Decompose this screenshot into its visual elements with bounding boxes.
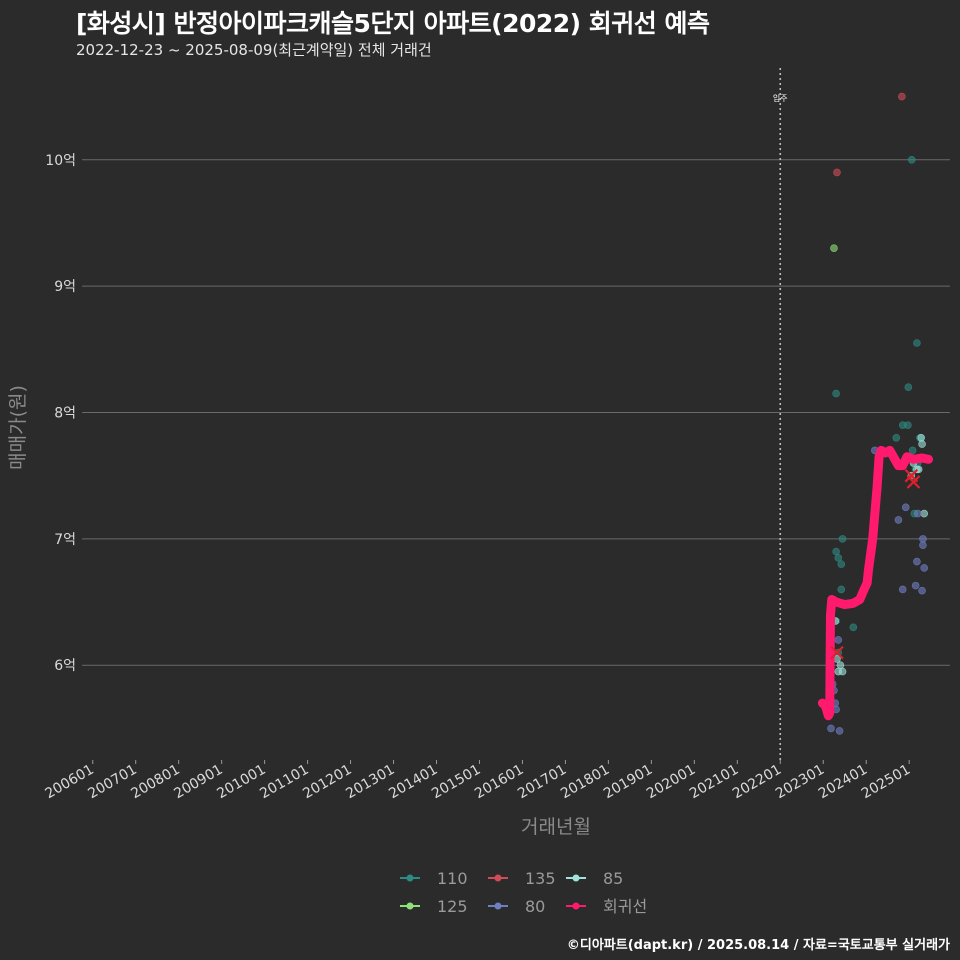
legend-label: 110 — [437, 869, 468, 888]
x-tick-label: 200801 — [128, 762, 182, 803]
scatter-points — [820, 92, 929, 735]
legend-label: 80 — [525, 897, 545, 916]
data-point-110 — [908, 446, 917, 455]
y-tick-label: 6억 — [54, 658, 76, 674]
x-tick-label: 200701 — [85, 762, 139, 803]
data-point-80 — [901, 503, 910, 512]
predicted-markers — [830, 468, 921, 660]
predicted-x-marker — [830, 645, 844, 660]
data-point-125 — [830, 244, 838, 253]
source-credit: ©디아파트(dapt.kr) / 2025.08.14 / 자료=국토교통부 실… — [566, 938, 950, 953]
x-tick-label: 202101 — [687, 762, 741, 803]
data-point-110 — [837, 585, 846, 594]
legend-item-125[interactable]: 125 — [400, 897, 468, 916]
x-tick-label: 201201 — [300, 762, 354, 803]
legend-key-dot — [572, 874, 580, 882]
legend-item-135[interactable]: 135 — [488, 869, 556, 888]
data-point-110 — [892, 433, 901, 442]
legend-key-dot — [572, 902, 580, 910]
legend-label: 125 — [437, 897, 468, 916]
x-tick-label: 202501 — [859, 762, 913, 803]
data-point-135 — [833, 168, 841, 177]
data-point-110 — [904, 383, 913, 392]
chart-subtitle: 2022-12-23 ~ 2025-08-09(최근계약일) 전체 거래건 — [76, 41, 432, 59]
data-point-80 — [911, 581, 920, 590]
legend-key-dot — [406, 902, 414, 910]
legend-label: 135 — [525, 869, 556, 888]
data-point-85 — [917, 433, 926, 442]
x-tick-label: 201401 — [386, 762, 440, 803]
regression-layer — [817, 445, 933, 721]
predicted-x-marker — [906, 475, 921, 489]
x-tick-label: 201301 — [343, 762, 397, 803]
x-axis-title: 거래년월 — [521, 816, 591, 838]
data-point-85 — [836, 661, 845, 670]
x-tick-label: 201801 — [558, 762, 612, 803]
axes: 6억 7억 8억 9억 10억 20060120070120080120090120100… — [7, 153, 913, 838]
data-point-80 — [894, 516, 903, 524]
x-tick-label: 202001 — [644, 762, 698, 803]
data-point-110 — [832, 389, 840, 398]
data-point-110 — [837, 560, 846, 568]
data-point-80 — [835, 727, 844, 735]
grid-lines — [82, 159, 950, 666]
x-tick-label: 202201 — [730, 762, 784, 803]
legend-label: 85 — [603, 869, 623, 888]
chart-title: [화성시] 반정아이파크캐슬5단지 아파트(2022) 회귀선 예측 — [76, 9, 710, 38]
data-point-80 — [919, 541, 927, 549]
y-tick-label: 8억 — [54, 406, 76, 422]
x-tick-label: 201001 — [214, 762, 268, 803]
regression-line — [817, 445, 933, 721]
data-point-80 — [913, 557, 921, 566]
data-point-80 — [920, 564, 929, 572]
legend-label: 회귀선 — [603, 897, 647, 916]
y-axis-title: 매매가(원) — [7, 385, 29, 470]
y-tick-label: 10억 — [45, 153, 76, 169]
move-in-line: 입주 — [773, 68, 788, 760]
legend[interactable]: 110 135 85 125 80 회귀선 — [400, 869, 647, 916]
x-tick-label: 201901 — [601, 762, 655, 803]
x-tick-label: 201501 — [429, 762, 483, 803]
data-point-110 — [907, 155, 916, 164]
data-point-135 — [898, 92, 906, 101]
data-point-85 — [918, 440, 926, 448]
x-tick-label: 201101 — [257, 762, 311, 803]
move-in-label: 입주 — [773, 94, 788, 103]
legend-key-dot — [494, 874, 502, 882]
x-tick-label: 200901 — [171, 762, 225, 803]
data-point-110 — [838, 535, 847, 543]
legend-item-110[interactable]: 110 — [400, 869, 468, 888]
x-tick-label: 200601 — [42, 762, 96, 803]
x-tick-label: 202401 — [816, 762, 870, 803]
x-tick-label: 202301 — [773, 762, 827, 803]
y-tick-label: 9억 — [54, 279, 76, 295]
legend-key-dot — [494, 902, 502, 910]
legend-item-회귀선[interactable]: 회귀선 — [566, 897, 647, 916]
legend-item-85[interactable]: 85 — [566, 869, 623, 888]
data-point-110 — [913, 339, 921, 347]
legend-item-80[interactable]: 80 — [488, 897, 545, 916]
data-point-80 — [919, 535, 927, 543]
data-point-110 — [834, 554, 843, 562]
data-point-110 — [849, 623, 858, 632]
data-point-85 — [834, 667, 843, 676]
data-point-85 — [920, 509, 929, 518]
legend-key-dot — [406, 874, 414, 882]
x-tick-label: 201701 — [515, 762, 569, 803]
data-point-80 — [913, 509, 922, 518]
data-point-80 — [898, 585, 907, 594]
data-point-80 — [827, 724, 835, 733]
y-tick-label: 7억 — [54, 532, 76, 548]
data-point-110 — [904, 421, 912, 429]
x-tick-label: 201601 — [472, 762, 526, 803]
data-point-110 — [832, 547, 840, 556]
data-point-80 — [918, 586, 926, 595]
data-point-80 — [834, 636, 843, 644]
